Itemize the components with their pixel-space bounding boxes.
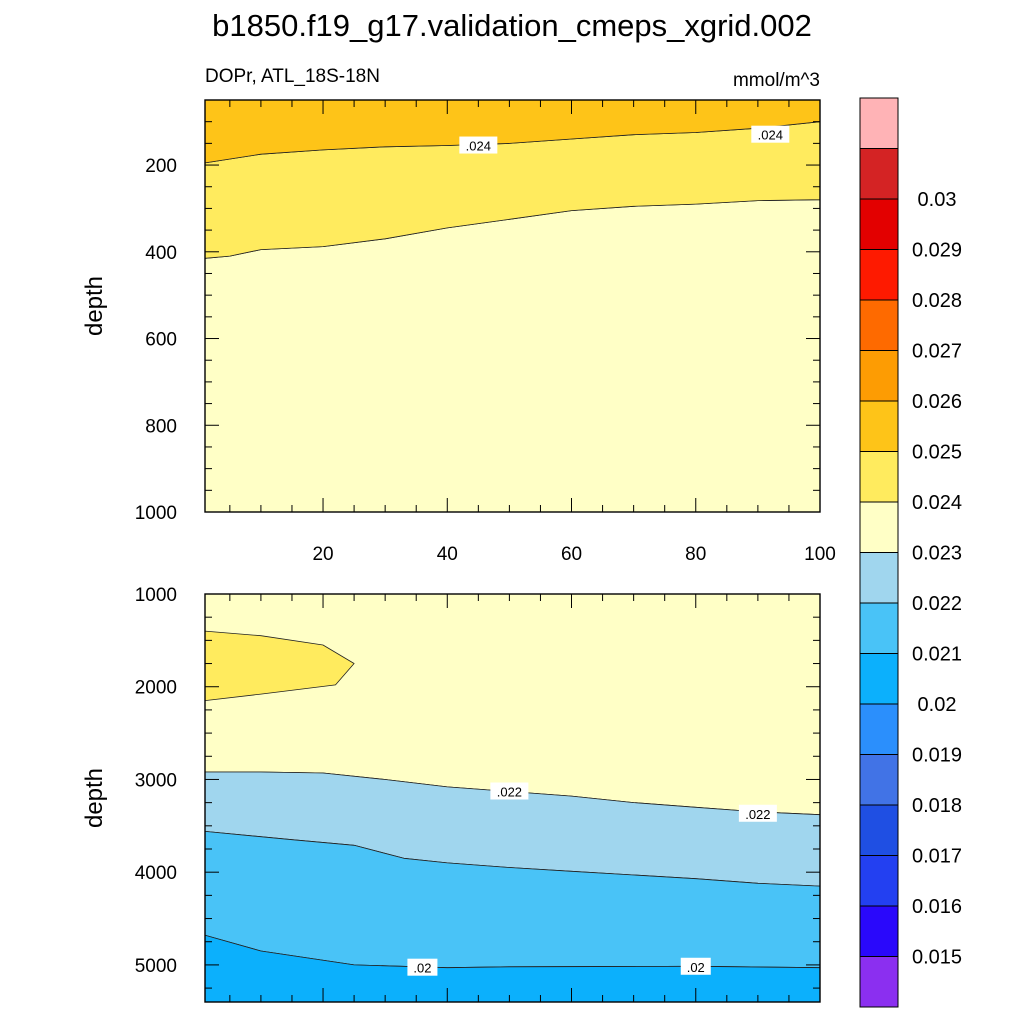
colorbar-swatch-9: [859, 552, 899, 604]
colorbar-label: 0.02: [918, 694, 957, 716]
y-tick-label: 600: [145, 330, 177, 351]
y-tick-label: 1000: [135, 503, 177, 524]
contour-label-box: [490, 782, 529, 800]
plot-frame: [204, 99, 821, 513]
x-tick-label: 100: [804, 544, 836, 565]
y-tick-label: 4000: [135, 863, 177, 884]
panel-subtitle-left: DOPr, ATL_18S-18N: [205, 66, 380, 87]
panel-2: 1000 2000 3000 4000 5000 depth .022 .022 .02 .02: [81, 585, 821, 1003]
x-tick-label: 60: [561, 544, 582, 565]
colorbar: 0.015 0.016 0.017 0.018 0.019 0.02 0.021 0.022 0…: [859, 97, 962, 1008]
colorbar-label: 0.025: [912, 442, 962, 464]
colorbar-swatch-13: [859, 350, 899, 402]
colorbar-swatch-3: [859, 855, 899, 907]
colorbar-swatch-17: [859, 148, 899, 200]
colorbar-label: 0.028: [912, 290, 962, 312]
y-tick-label: 1000: [135, 585, 177, 606]
y-tick-label: 3000: [135, 770, 177, 791]
colorbar-swatch-12: [859, 400, 899, 452]
figure-title: b1850.f19_g17.validation_cmeps_xgrid.002: [212, 8, 812, 43]
colorbar-swatch-11: [859, 451, 899, 503]
contour-label-box: [407, 958, 438, 976]
x-tick-label: 40: [437, 544, 458, 565]
colorbar-label: 0.023: [912, 543, 962, 565]
colorbar-label: 0.026: [912, 391, 962, 413]
colorbar-swatch-6: [859, 703, 899, 755]
colorbar-swatch-7: [859, 653, 899, 705]
colorbar-label: 0.015: [912, 947, 962, 969]
y-tick-label: 200: [145, 156, 177, 177]
colorbar-label: 0.021: [912, 644, 962, 666]
contour-label-box: [459, 136, 498, 154]
colorbar-swatch-15: [859, 249, 899, 301]
plot-frame: [204, 593, 821, 1003]
colorbar-swatch-10: [859, 501, 899, 553]
colorbar-swatch-18: [859, 97, 899, 149]
y-tick-label: 400: [145, 243, 177, 264]
colorbar-swatch-2: [859, 905, 899, 957]
contour-label: .024: [466, 139, 491, 154]
contour-fills: [205, 594, 820, 1002]
y-axis-label: depth: [81, 276, 108, 336]
y-tick-label: 2000: [135, 678, 177, 699]
colorbar-label: 0.016: [912, 896, 962, 918]
colorbar-label: 0.03: [918, 189, 957, 211]
contour-label: .024: [758, 128, 783, 143]
colorbar-swatch-4: [859, 804, 899, 856]
contour-label: .02: [413, 961, 431, 976]
contour-region-3: [205, 100, 820, 164]
contour-fills: [205, 100, 820, 512]
contour-label: .022: [497, 785, 522, 800]
panel-subtitle-right: mmol/m^3: [733, 70, 820, 91]
y-axis-label: depth: [81, 768, 108, 828]
contour-label: .022: [745, 807, 770, 822]
x-tick-label: 80: [685, 544, 706, 565]
x-tick-label: 20: [312, 544, 333, 565]
contour-label: .02: [687, 960, 705, 975]
colorbar-label: 0.019: [912, 745, 962, 767]
colorbar-swatch-14: [859, 299, 899, 351]
colorbar-label: 0.027: [912, 341, 962, 363]
y-tick-label: 800: [145, 416, 177, 437]
contour-region-5: [205, 934, 820, 1002]
colorbar-label: 0.022: [912, 593, 962, 615]
colorbar-swatch-16: [859, 198, 899, 250]
contour-region-2: [205, 630, 355, 701]
colorbar-swatch-8: [859, 602, 899, 654]
panel-1: 200 400 600 800 1000 20 40 60 80 100 depth .024 .024: [81, 99, 836, 565]
colorbar-label: 0.029: [912, 240, 962, 262]
colorbar-label: 0.024: [912, 492, 962, 514]
contour-label-box: [738, 804, 777, 822]
colorbar-swatch-1: [859, 956, 899, 1008]
colorbar-swatch-5: [859, 754, 899, 806]
y-tick-label: 5000: [135, 956, 177, 977]
colorbar-label: 0.018: [912, 795, 962, 817]
contour-label-box: [751, 125, 790, 143]
colorbar-label: 0.017: [912, 846, 962, 868]
contour-label-box: [680, 957, 711, 975]
